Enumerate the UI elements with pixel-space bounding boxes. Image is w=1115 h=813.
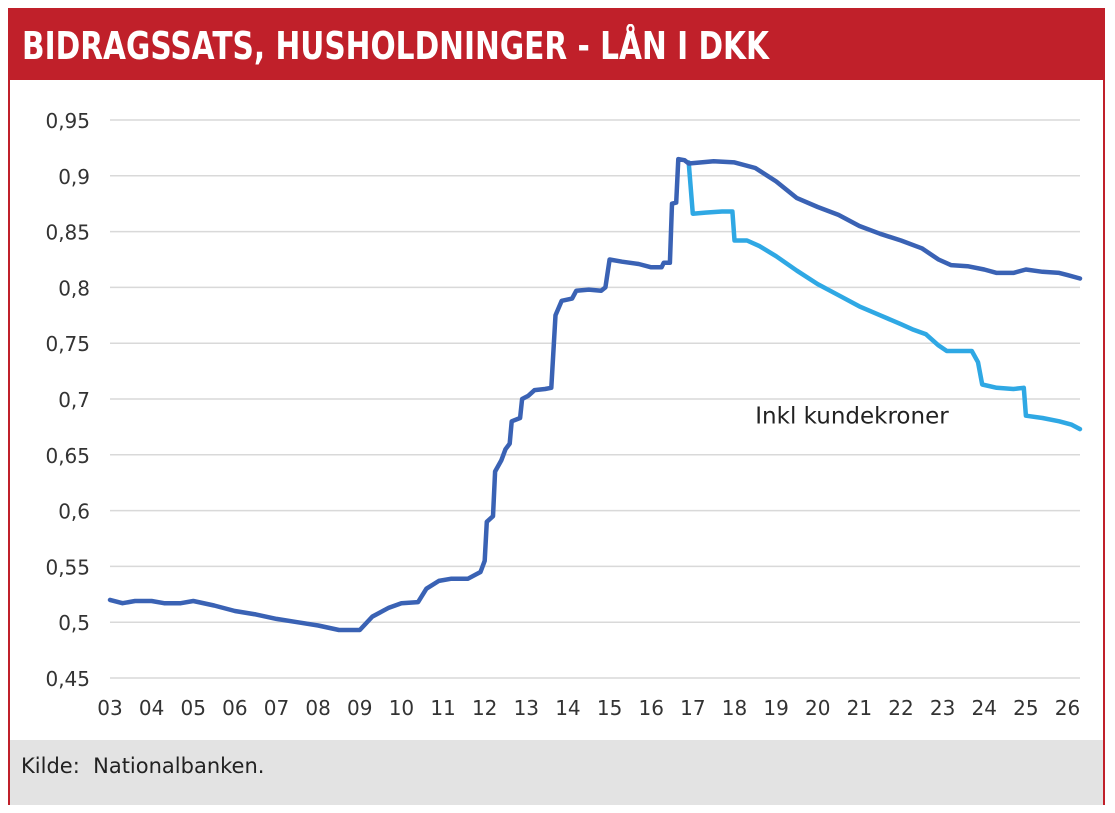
chart-frame: BIDRAGSSATS, HUSHOLDNINGER - LÅN I DKK 0… [8, 8, 1105, 805]
x-tick-label: 09 [347, 696, 372, 720]
y-tick-label: 0,95 [45, 109, 90, 133]
series-line-total [107, 156, 1083, 633]
y-tick-label: 0,7 [58, 388, 90, 412]
source-note: Kilde: Nationalbanken. [21, 754, 265, 778]
y-tick-label: 0,9 [58, 165, 90, 189]
x-tick-label: 03 [97, 696, 122, 720]
y-tick-label: 0,65 [45, 444, 90, 468]
x-tick-label: 13 [514, 696, 539, 720]
x-tick-label: 07 [264, 696, 289, 720]
series-annotation: Inkl kundekroner [755, 404, 949, 430]
x-tick-label: 15 [597, 696, 622, 720]
x-tick-label: 10 [389, 696, 414, 720]
line-chart: 0,450,50,550,60,650,70,750,80,850,90,95 … [45, 109, 1083, 720]
grid-lines [110, 119, 1080, 679]
x-tick-label: 23 [930, 696, 955, 720]
x-tick-label: 24 [972, 696, 997, 720]
x-tick-label: 19 [763, 696, 788, 720]
y-tick-label: 0,8 [58, 276, 90, 300]
y-tick-label: 0,55 [45, 555, 90, 579]
x-tick-label: 21 [847, 696, 872, 720]
y-tick-label: 0,5 [58, 611, 90, 635]
series-line-inkl-kundekroner [686, 160, 1083, 432]
x-tick-label: 11 [430, 696, 455, 720]
y-axis-tick-labels: 0,45 0,5 0,55 0,6 0,65 0,7 0,75 0,8 0,85 0,9 0,95 [45, 109, 90, 691]
x-tick-label: 04 [139, 696, 164, 720]
x-tick-label: 08 [305, 696, 330, 720]
annotations: Inkl kundekroner [755, 404, 949, 430]
source-bar: Kilde: Nationalbanken. [10, 740, 1103, 805]
x-tick-label: 06 [222, 696, 247, 720]
title-bar: BIDRAGSSATS, HUSHOLDNINGER - LÅN I DKK [10, 10, 1103, 80]
x-tick-label: 18 [722, 696, 747, 720]
y-tick-label: 0,85 [45, 221, 90, 245]
x-tick-label: 05 [181, 696, 206, 720]
x-tick-label: 22 [888, 696, 913, 720]
x-tick-label: 20 [805, 696, 830, 720]
series-lines [107, 156, 1083, 633]
x-axis-tick-labels: 03 04 05 06 07 08 09 10 11 12 13 14 15 16 17 18 19 20 21 22… [97, 696, 1080, 720]
y-tick-label: 0,6 [58, 500, 90, 524]
chart-area: 0,45 0,5 0,55 0,6 0,65 0,7 0,75 0,8 0,85 0,9 0,95 … [10, 80, 1103, 740]
y-tick-label: 0,45 [45, 667, 90, 691]
x-tick-label: 14 [555, 696, 580, 720]
x-tick-label: 26 [1055, 696, 1080, 720]
y-tick-label: 0,75 [45, 332, 90, 356]
x-tick-label: 16 [638, 696, 663, 720]
x-tick-label: 12 [472, 696, 497, 720]
chart-title: BIDRAGSSATS, HUSHOLDNINGER - LÅN I DKK [22, 24, 769, 68]
x-tick-label: 17 [680, 696, 705, 720]
x-tick-label: 25 [1013, 696, 1038, 720]
